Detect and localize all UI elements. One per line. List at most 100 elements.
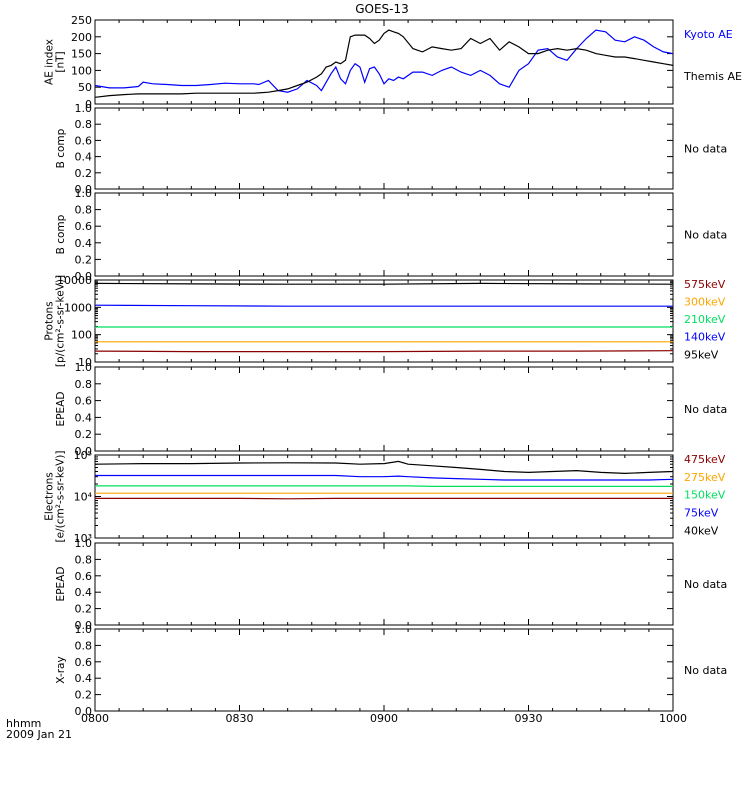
y-tick-label: 1.0	[75, 361, 93, 374]
y-tick-label: 0.0	[75, 445, 93, 458]
y-axis-label: Protons	[44, 301, 56, 340]
panel-stack: 0 50 100 150 200 250 AE index [nT] Kyoto AE Themi…	[44, 14, 742, 725]
panel-nodata-1: 0.0 0.2 0.4 0.6 0.8 1.0 B comp No data	[55, 102, 727, 196]
x-tick-label: 0830	[226, 712, 254, 725]
legend-entry: 210keV	[684, 313, 726, 326]
series-line-40kev	[94, 460, 674, 475]
y-axis-label: B comp	[55, 128, 67, 168]
y-tick-label: 200	[71, 31, 92, 44]
legend-entry: 75keV	[684, 506, 719, 519]
legend-entry: Themis AE	[683, 70, 742, 83]
no-data-label: No data	[684, 403, 727, 416]
y-tick-label: 0.8	[75, 118, 93, 131]
y-tick-label: 0.0	[75, 705, 93, 718]
y-tick-label: 10³	[74, 532, 92, 545]
y-axis-label: Electrons	[44, 472, 56, 521]
no-data-label: No data	[684, 229, 727, 242]
series-line-140kev	[94, 304, 673, 307]
y-tick-label: 0.8	[75, 378, 93, 391]
y-tick-label: 0.4	[75, 411, 93, 424]
y-tick-label: 100	[71, 329, 92, 342]
y-tick-label: 0.2	[75, 253, 93, 266]
y-tick-label: 250	[71, 14, 92, 27]
panel-frame	[94, 454, 674, 539]
chart-title: GOES-13	[355, 2, 409, 16]
y-axis-label: X-ray	[55, 656, 67, 683]
x-tick-label: 0930	[515, 712, 543, 725]
panel-frame	[94, 366, 674, 452]
no-data-label: No data	[684, 578, 727, 591]
panel-nodata-7: 0.0 0.2 0.4 0.6 0.8 1.0 X-ray No data 0800 0830 09…	[55, 623, 727, 725]
y-tick-label: 0	[85, 98, 92, 111]
x-tick-label: 0900	[370, 712, 398, 725]
series-line-95kev	[94, 282, 674, 285]
y-tick-label: 0.2	[75, 167, 93, 180]
y-axis-label: AE index	[44, 39, 56, 85]
y-axis-label: [nT]	[55, 51, 67, 72]
legend-entry: 300keV	[684, 296, 726, 309]
y-tick-label: 0.6	[75, 656, 93, 669]
panel-nodata-4: 0.0 0.2 0.4 0.6 0.8 1.0 EPEAD No data	[55, 361, 727, 458]
y-tick-label: 1000	[64, 301, 92, 314]
y-tick-label: 0.8	[75, 204, 93, 217]
panel-frame	[94, 107, 674, 190]
y-axis-label: [p/(cm²-s-sr-keV)]	[55, 275, 67, 367]
y-tick-label: 0.4	[75, 586, 93, 599]
series-line-themis-ae	[94, 29, 674, 98]
y-tick-label: 0.6	[75, 570, 93, 583]
y-tick-label: 0.4	[75, 151, 93, 164]
y-tick-label: 0.2	[75, 428, 93, 441]
legend-entry: 95keV	[684, 348, 719, 361]
legend-entry: 140keV	[684, 331, 726, 344]
y-tick-label: 1.0	[75, 187, 93, 200]
y-tick-label: 0.6	[75, 395, 93, 408]
legend-entry: 40keV	[684, 524, 719, 537]
panel-frame	[94, 19, 674, 105]
y-tick-label: 0.6	[75, 220, 93, 233]
legend-entry: Kyoto AE	[684, 28, 733, 41]
y-axis-label: EPEAD	[55, 567, 67, 602]
panel-ae-0: 0 50 100 150 200 250 AE index [nT] Kyoto AE Themi…	[44, 14, 742, 111]
series-line-75kev	[95, 474, 674, 481]
no-data-label: No data	[684, 664, 727, 677]
panel-frame	[94, 628, 674, 712]
y-tick-label: 0.4	[75, 237, 93, 250]
y-tick-label: 100	[71, 64, 92, 77]
y-tick-label: 1.0	[75, 623, 93, 636]
y-tick-label: 50	[78, 81, 92, 94]
y-tick-label: 0.8	[75, 553, 93, 566]
y-tick-label: 0.2	[75, 689, 93, 702]
y-axis-label: EPEAD	[55, 392, 67, 427]
y-tick-label: 0.8	[75, 639, 93, 652]
y-tick-label: 10⁵	[74, 449, 92, 462]
series-line-kyoto-ae	[94, 29, 674, 93]
no-data-label: No data	[684, 143, 727, 156]
y-tick-label: 0.2	[75, 603, 93, 616]
x-tick-label: 1000	[659, 712, 687, 725]
legend-entry: 275keV	[684, 471, 726, 484]
legend-entry: 475keV	[684, 453, 726, 466]
y-axis-label: B comp	[55, 214, 67, 254]
panel-electrons-5: 10³ 10⁴ 10⁵ Electrons [e/(cm²-s-sr-keV)] 475k…	[44, 449, 726, 545]
y-tick-label: 0.6	[75, 134, 93, 147]
y-tick-label: 10⁴	[74, 491, 93, 504]
y-tick-label: 0.4	[75, 672, 93, 685]
y-tick-label: 10	[78, 356, 92, 369]
y-tick-label: 1.0	[75, 537, 93, 550]
panel-frame	[94, 542, 674, 626]
panel-protons-3: 10 100 1000 10000 Protons [p/(cm²-s-sr-keV)] 5…	[44, 274, 726, 369]
legend-entry: 150keV	[684, 489, 726, 502]
y-tick-label: 10000	[57, 274, 92, 287]
panel-nodata-2: 0.0 0.2 0.4 0.6 0.8 1.0 B comp No data	[55, 187, 727, 283]
y-tick-label: 1.0	[75, 102, 93, 115]
x-tick-label: 0800	[81, 712, 109, 725]
y-tick-label: 0.0	[75, 183, 93, 196]
y-tick-label: 150	[71, 48, 92, 61]
y-tick-label: 0.0	[75, 270, 93, 283]
y-axis-label: [e/(cm²-s-sr-keV)]	[55, 451, 67, 543]
legend-entry: 575keV	[684, 278, 726, 291]
series-line-575kev	[94, 350, 674, 353]
panel-nodata-6: 0.0 0.2 0.4 0.6 0.8 1.0 EPEAD No data	[55, 537, 727, 632]
panel-frame	[94, 192, 674, 277]
